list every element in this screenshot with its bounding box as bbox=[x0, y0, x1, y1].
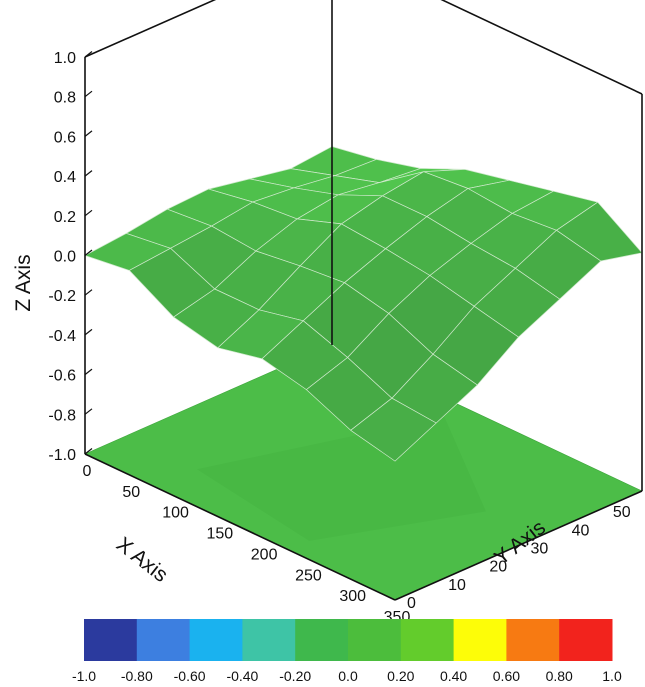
z-tick-label: 0.0 bbox=[54, 249, 76, 266]
z-tick-mark bbox=[84, 209, 93, 217]
x-tick-label: 200 bbox=[251, 546, 278, 563]
z-tick-label: -0.8 bbox=[48, 407, 76, 424]
z-tick-mark bbox=[84, 368, 93, 376]
floor-contour-region bbox=[197, 416, 486, 541]
y-tick-label: 20 bbox=[489, 559, 507, 576]
colorbar-tick-label: -1.0 bbox=[72, 668, 96, 684]
z-tick-label: 0.2 bbox=[54, 209, 76, 226]
z-tick-label: 0.4 bbox=[54, 169, 76, 186]
colorbar-tick-label: -0.40 bbox=[226, 668, 258, 684]
y-tick-label: 40 bbox=[572, 522, 590, 539]
colorbar-tick-label: 1.0 bbox=[602, 668, 622, 684]
colorbar-tick-label: 0.20 bbox=[387, 668, 414, 684]
z-axis-ticks: 1.0 0.8 0.6 0.4 0.2 0.0 -0.2 -0.4 -0.6 -0.8 -1.0 bbox=[48, 50, 93, 464]
x-tick-label: 0 bbox=[83, 463, 92, 480]
colorbar-tick-label: 0.40 bbox=[440, 668, 467, 684]
edge-left-top bbox=[84, 0, 217, 58]
y-tick-label: 0 bbox=[407, 595, 416, 612]
x-tick-label: 250 bbox=[295, 567, 322, 584]
z-tick-label: 0.6 bbox=[54, 129, 76, 146]
colorbar-tick-label: -0.60 bbox=[174, 668, 206, 684]
y-tick-label: 50 bbox=[613, 504, 631, 521]
z-tick-label: -0.4 bbox=[48, 328, 76, 345]
z-tick-mark bbox=[84, 90, 93, 98]
edge-x-floor bbox=[84, 453, 396, 601]
y-tick-label: 10 bbox=[448, 577, 466, 594]
edge-right-top bbox=[440, 0, 643, 95]
x-tick-label: 150 bbox=[207, 526, 234, 543]
z-axis-title: Z Axis bbox=[12, 254, 35, 311]
colorbar-swatch bbox=[400, 619, 455, 661]
x-tick-label: 50 bbox=[122, 484, 140, 501]
colorbar bbox=[84, 619, 613, 661]
z-tick-mark bbox=[84, 51, 93, 58]
x-axis-title: X Axis bbox=[112, 533, 172, 587]
x-tick-label: 300 bbox=[339, 588, 366, 605]
colorbar-tick-label: 0.80 bbox=[546, 668, 573, 684]
axes-box bbox=[84, 0, 643, 601]
z-tick-mark bbox=[84, 170, 93, 177]
z-tick-mark bbox=[84, 448, 93, 455]
colorbar-swatch bbox=[453, 619, 507, 661]
colorbar-tick-label: -0.20 bbox=[279, 668, 311, 684]
colorbar-ticks: -1.0 -0.80 -0.60 -0.40 -0.20 0.0 0.20 0.40 0.60 0… bbox=[72, 668, 622, 684]
z-tick-mark bbox=[84, 289, 93, 296]
z-tick-label: -0.2 bbox=[48, 288, 76, 305]
x-tick-label: 100 bbox=[162, 505, 189, 522]
colorbar-swatch bbox=[295, 619, 349, 661]
z-tick-label: -1.0 bbox=[48, 447, 76, 464]
z-tick-mark bbox=[84, 249, 93, 256]
colorbar-swatch bbox=[189, 619, 243, 661]
z-tick-label: -0.6 bbox=[48, 368, 76, 385]
colorbar-swatch bbox=[84, 619, 138, 661]
z-tick-mark bbox=[84, 328, 93, 336]
colorbar-swatch bbox=[559, 619, 613, 661]
colorbar-swatch bbox=[242, 619, 296, 661]
edge-y-floor bbox=[394, 490, 643, 601]
colorbar-tick-label: 0.60 bbox=[493, 668, 520, 684]
colorbar-tick-label: -0.80 bbox=[121, 668, 153, 684]
surface-mesh bbox=[84, 146, 643, 462]
colorbar-swatch bbox=[136, 619, 191, 661]
y-tick-label: 30 bbox=[531, 541, 549, 558]
colorbar-swatch bbox=[506, 619, 560, 661]
z-tick-mark bbox=[84, 130, 93, 137]
z-tick-label: 0.8 bbox=[54, 90, 76, 107]
z-tick-label: 1.0 bbox=[54, 50, 76, 67]
colorbar-tick-label: 0.0 bbox=[338, 668, 358, 684]
y-axis-ticks: 0102030405060 bbox=[407, 504, 631, 612]
z-tick-mark bbox=[84, 408, 93, 415]
colorbar-swatch bbox=[348, 619, 402, 661]
surface-patch bbox=[350, 397, 437, 462]
